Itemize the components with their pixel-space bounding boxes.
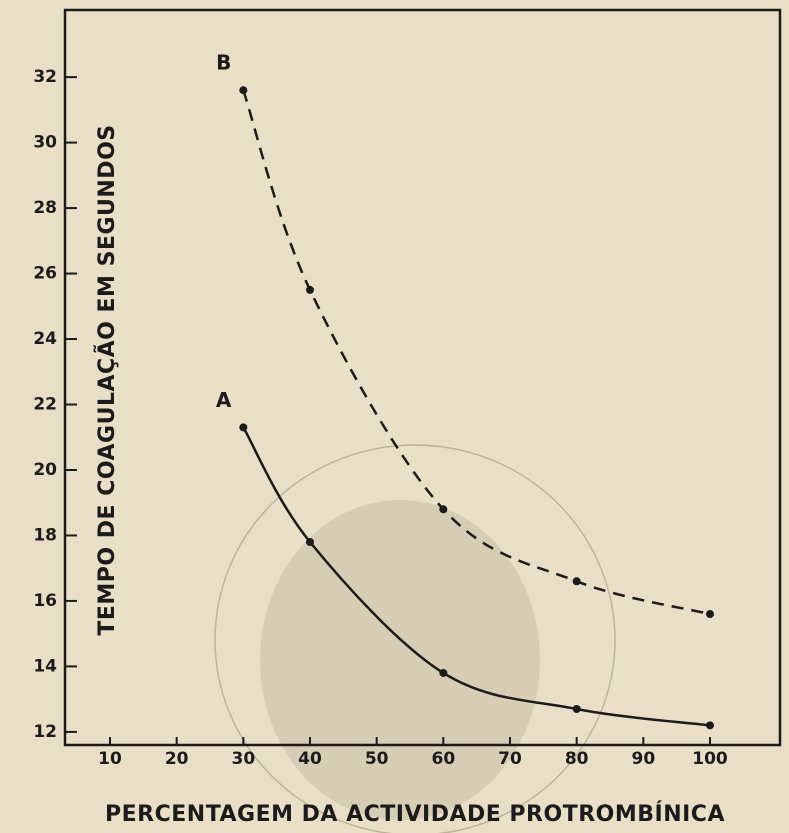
y-tick-label: 32 (33, 67, 57, 87)
x-tick-label: 20 (165, 749, 189, 769)
y-tick-label: 28 (33, 198, 57, 218)
x-axis-title: PERCENTAGEM DA ACTIVIDADE PROTROMBÍNICA (105, 801, 725, 827)
y-tick-label: 12 (33, 722, 57, 742)
y-axis-title: TEMPO DE COAGULAÇÃO EM SEGUNDOS (94, 124, 120, 635)
data-point (306, 538, 314, 546)
data-point (239, 86, 247, 94)
x-tick-label: 40 (298, 749, 322, 769)
x-tick-label: 80 (565, 749, 589, 769)
data-point (706, 610, 714, 618)
y-tick-label: 26 (33, 264, 57, 284)
series-label: B (216, 51, 231, 75)
x-tick-label: 50 (365, 749, 389, 769)
y-tick-label: 24 (33, 329, 57, 349)
y-tick-label: 20 (33, 460, 57, 480)
y-tick-label: 30 (33, 133, 57, 153)
y-tick-label: 16 (33, 591, 57, 611)
chart: TEMPO DE COAGULAÇÃO EM SEGUNDOS PERCENTA… (0, 0, 789, 833)
data-point (306, 286, 314, 294)
y-tick-label: 18 (33, 525, 57, 545)
x-tick-label: 90 (631, 749, 655, 769)
data-point (573, 577, 581, 585)
x-tick-label: 70 (498, 749, 522, 769)
y-tick-label: 22 (33, 395, 57, 415)
x-tick-label: 60 (431, 749, 455, 769)
data-point (239, 423, 247, 431)
watermark-emblem (260, 500, 540, 820)
data-point (706, 721, 714, 729)
y-tick-label: 14 (33, 656, 57, 676)
series-label: A (216, 388, 232, 412)
x-tick-label: 30 (231, 749, 255, 769)
x-tick-label: 10 (98, 749, 122, 769)
x-tick-label: 100 (692, 749, 728, 769)
data-point (439, 669, 447, 677)
data-point (573, 705, 581, 713)
data-point (439, 505, 447, 513)
